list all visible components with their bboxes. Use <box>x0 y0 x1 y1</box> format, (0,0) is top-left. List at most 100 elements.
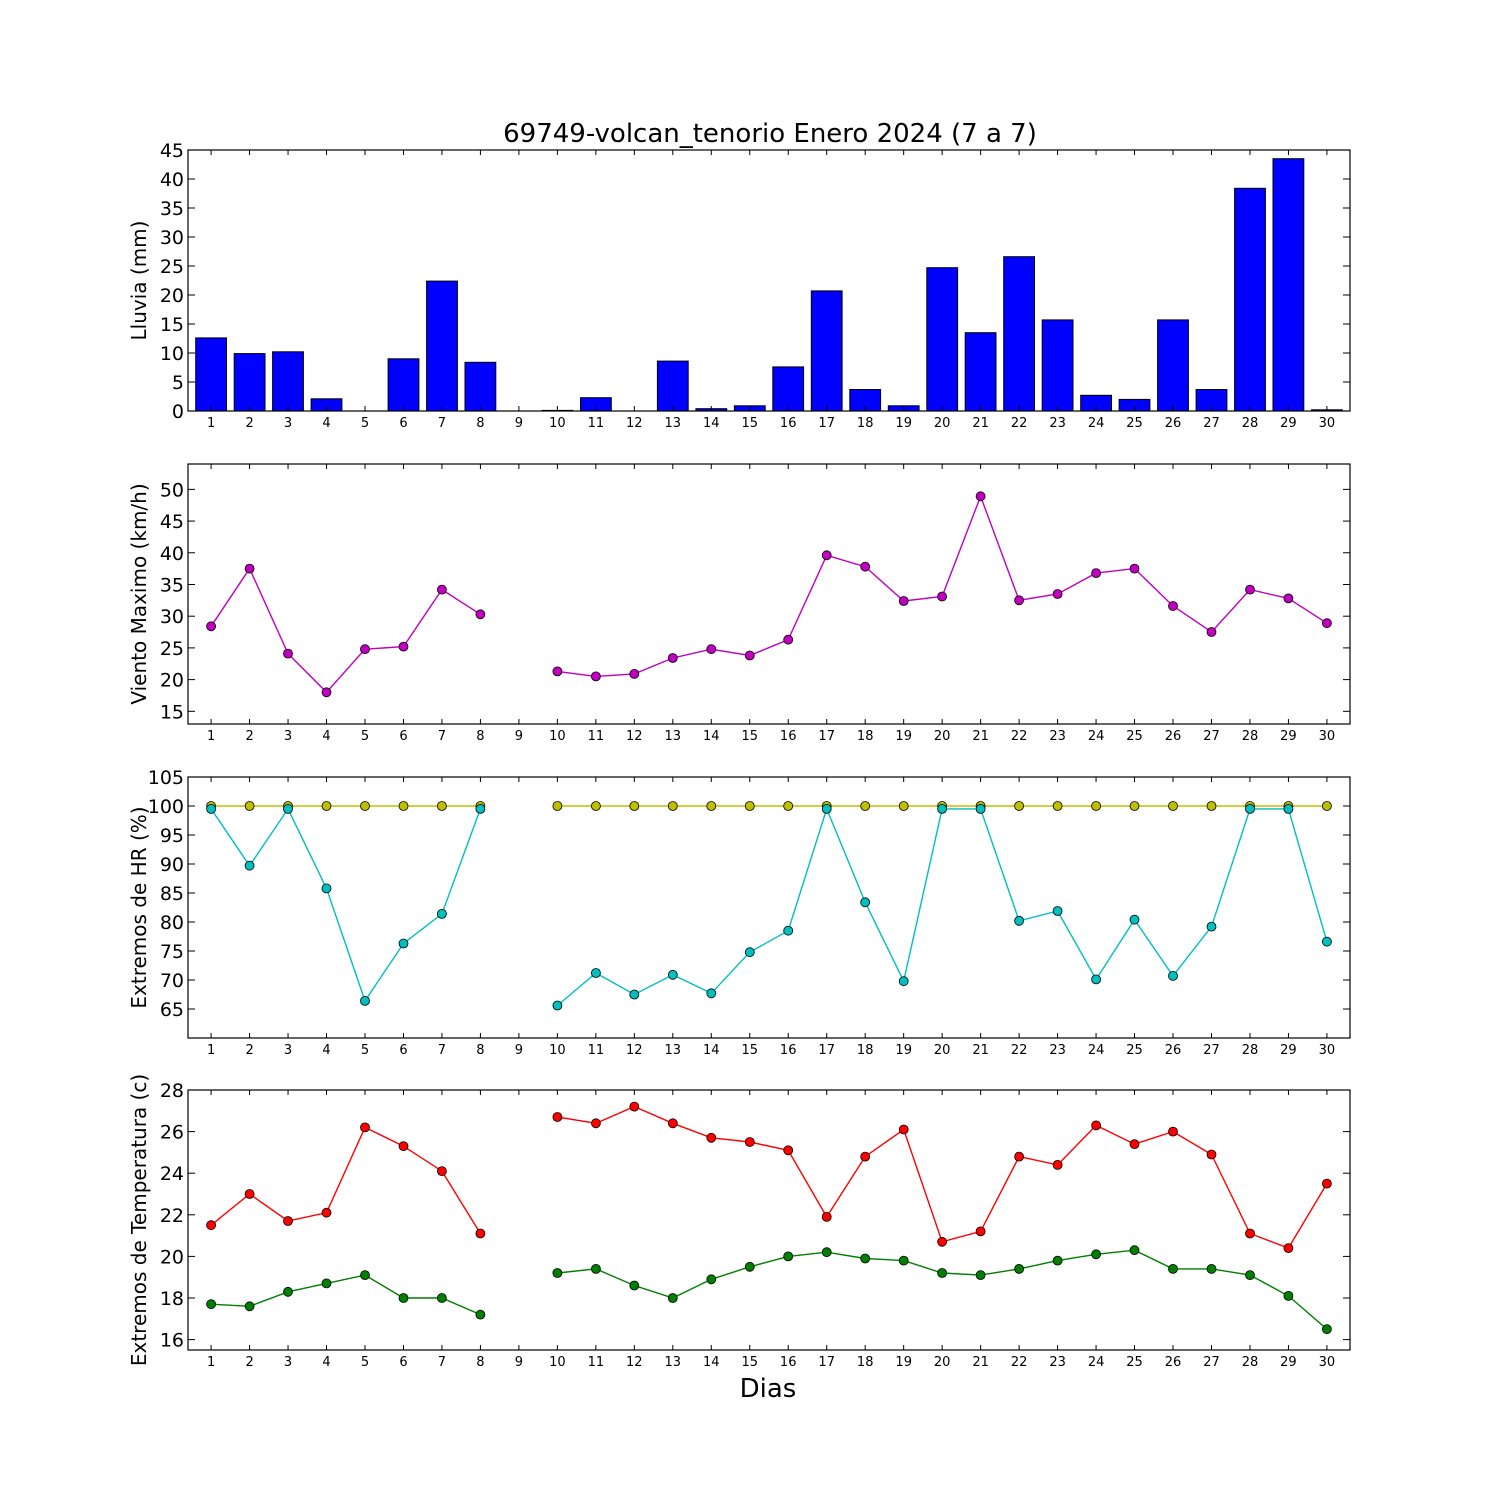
x-tick-label: 1 <box>207 1355 215 1370</box>
series-0-point-day-14 <box>706 644 717 655</box>
x-tick-label: 2 <box>245 729 253 744</box>
series-1-point-day-26 <box>1168 971 1178 981</box>
rain-panel: 1 2 3 4 5 6 7 8 9 10 11 12 13 14 15 16 17 18 19 20 21 22 23 24 2… <box>127 140 1351 431</box>
series-1-point-day-16 <box>783 925 794 936</box>
bar-day-8 <box>464 361 497 412</box>
series-1-point-day-14 <box>706 1274 717 1285</box>
x-tick-label: 28 <box>1242 416 1259 431</box>
series-0-point-day-2 <box>244 563 255 574</box>
series-0-point-day-17 <box>821 1212 832 1222</box>
series-1-point-day-4 <box>321 883 332 894</box>
series-0-point-day-14 <box>706 1132 717 1143</box>
series-0-point-day-23 <box>1052 1160 1063 1170</box>
x-tick-label: 16 <box>780 729 797 744</box>
y-tick-label: 70 <box>160 970 184 992</box>
series-0-point-day-30 <box>1322 618 1332 629</box>
y-tick-label: 105 <box>148 767 184 789</box>
series-0-point-day-21 <box>975 1226 986 1237</box>
series-1-point-day-3 <box>283 1286 293 1297</box>
x-tick-label: 7 <box>438 729 446 744</box>
y-tick-label: 25 <box>160 256 184 278</box>
x-tick-label: 7 <box>438 1043 446 1058</box>
x-tick-label: 4 <box>322 416 330 431</box>
series-1-point-day-22 <box>1014 1264 1024 1274</box>
series-1-point-day-12 <box>629 989 640 1000</box>
x-tick-label: 17 <box>818 1043 835 1058</box>
series-0-point-day-12 <box>629 669 640 679</box>
x-tick-label: 11 <box>588 729 605 744</box>
x-tick-label: 9 <box>515 729 523 744</box>
y-tick-label: 25 <box>160 638 184 660</box>
y-axis-label: Extremos de HR (%) <box>127 806 151 1008</box>
x-tick-label: 26 <box>1165 416 1182 431</box>
x-tick-label: 15 <box>742 1355 759 1370</box>
x-tick-label: 8 <box>476 729 484 744</box>
series-1-point-day-29 <box>1283 804 1294 814</box>
y-tick-label: 20 <box>160 1246 184 1268</box>
x-tick-label: 20 <box>934 1355 951 1370</box>
y-tick-label: 100 <box>148 796 184 818</box>
series-0-point-day-13 <box>667 653 678 663</box>
x-tick-label: 16 <box>780 1043 797 1058</box>
series-1-point-day-23 <box>1052 906 1063 916</box>
series-0-point-day-13 <box>667 1118 678 1129</box>
x-tick-label: 20 <box>934 416 951 431</box>
y-axis-label: Lluvia (mm) <box>127 221 151 341</box>
series-0-point-day-24 <box>1091 1120 1101 1131</box>
x-tick-label: 21 <box>972 729 989 744</box>
y-tick-label: 24 <box>160 1163 184 1185</box>
series-0-point-day-21 <box>975 491 986 502</box>
series-1-point-day-13 <box>667 1293 678 1303</box>
series-0-point-day-15 <box>744 801 755 811</box>
x-tick-label: 17 <box>818 729 835 744</box>
x-tick-label: 5 <box>361 729 369 744</box>
temperature-panel: 1 2 3 4 5 6 7 8 9 10 11 12 13 14 15 16 17 18 19 20 21 22 23 24 2… <box>127 1074 1351 1370</box>
series-1-point-day-19 <box>898 976 909 987</box>
series-0-point-day-15 <box>744 650 755 661</box>
x-tick-label: 30 <box>1319 729 1336 744</box>
series-1-point-day-5 <box>360 996 370 1006</box>
y-tick-label: 30 <box>160 606 184 628</box>
plot-frame <box>187 1089 1351 1351</box>
x-tick-label: 6 <box>399 416 407 431</box>
series-0-point-day-10 <box>552 801 563 811</box>
bar-day-26 <box>1157 319 1189 412</box>
series-0-point-day-16 <box>783 801 794 811</box>
x-tick-label: 27 <box>1203 416 1220 431</box>
x-tick-label: 3 <box>284 416 292 431</box>
x-tick-label: 3 <box>284 1043 292 1058</box>
series-1-point-day-15 <box>744 1261 755 1272</box>
series-0-point-day-4 <box>321 1207 332 1218</box>
x-tick-label: 29 <box>1280 1355 1297 1370</box>
series-1-point-day-10 <box>552 1000 563 1011</box>
series-1-point-day-6 <box>398 1293 409 1303</box>
series-0-point-day-19 <box>898 801 909 811</box>
x-tick-label: 12 <box>626 1355 643 1370</box>
bar-day-22 <box>1003 256 1036 412</box>
series-0-point-day-2 <box>244 1189 255 1199</box>
x-tick-label: 6 <box>399 1355 407 1370</box>
series-0-point-day-27 <box>1206 627 1217 637</box>
series-0-point-day-1 <box>206 1220 217 1231</box>
y-tick-label: 20 <box>160 285 184 307</box>
chart-title: 69749-volcan_tenorio Enero 2024 (7 a 7) <box>503 119 1037 149</box>
x-tick-label: 5 <box>361 416 369 431</box>
series-1-point-day-26 <box>1168 1264 1178 1274</box>
series-1-point-day-27 <box>1206 921 1217 932</box>
y-tick-label: 5 <box>172 372 184 394</box>
series-0-line <box>557 494 1328 678</box>
series-0-point-day-17 <box>821 550 832 561</box>
series-1-point-day-6 <box>398 938 409 949</box>
series-0-point-day-11 <box>591 801 601 811</box>
series-1-point-day-25 <box>1129 914 1140 925</box>
x-tick-label: 24 <box>1088 416 1105 431</box>
series-0-point-day-30 <box>1322 1178 1332 1189</box>
x-tick-label: 18 <box>857 416 874 431</box>
series-0-point-day-10 <box>552 666 563 677</box>
series-1-point-day-20 <box>937 804 947 814</box>
series-1-point-day-2 <box>244 860 255 871</box>
x-tick-label: 14 <box>703 1043 720 1058</box>
series-0-point-day-20 <box>937 1236 947 1247</box>
series-1-point-day-5 <box>360 1270 370 1280</box>
humidity-panel: 1 2 3 4 5 6 7 8 9 10 11 12 13 14 15 16 17 18 19 20 21 22 23 24 2… <box>127 767 1351 1058</box>
